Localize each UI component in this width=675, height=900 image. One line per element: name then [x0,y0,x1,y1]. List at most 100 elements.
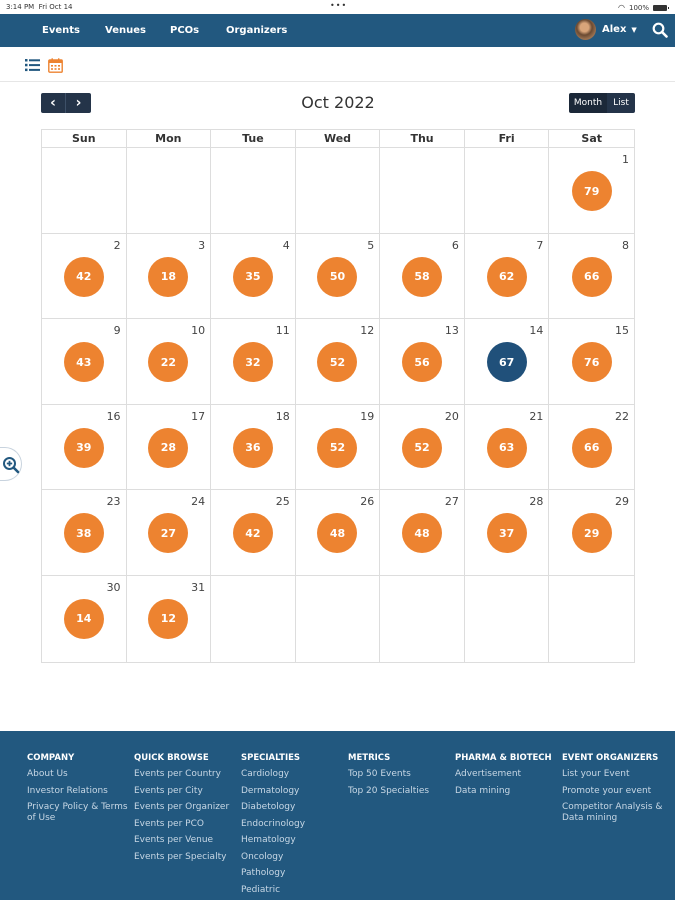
calendar-day-cell[interactable]: 11 32 [211,319,296,404]
user-name[interactable]: Alex [602,24,627,35]
footer-link[interactable]: Dermatology [241,785,300,796]
event-count-badge[interactable]: 42 [63,256,104,297]
nav-venues[interactable]: Venues [105,25,146,36]
event-count-badge[interactable]: 36 [232,427,273,468]
event-count-badge[interactable]: 52 [402,427,443,468]
footer-link[interactable]: Events per Organizer [134,802,230,812]
footer-link[interactable]: Advertisement [455,769,522,779]
event-count-badge[interactable]: 38 [63,513,104,554]
prev-month-button[interactable]: ‹ [41,93,66,113]
list-icon[interactable] [25,58,40,72]
calendar-day-cell[interactable]: 19 52 [296,404,381,490]
list-view-button[interactable]: List [607,93,635,113]
footer-link[interactable]: Privacy Policy & Terms of Use [27,802,128,823]
footer-link[interactable]: Hematology [241,835,296,845]
event-count-badge[interactable]: 52 [317,342,358,383]
calendar-day-cell[interactable]: 3 18 [127,233,212,319]
footer-link[interactable]: Events per Specialty [134,851,227,862]
event-count-badge[interactable]: 79 [571,171,612,211]
calendar-day-cell[interactable]: 26 48 [296,490,381,575]
calendar-day-cell[interactable]: 17 28 [127,404,212,490]
month-view-button[interactable]: Month [569,93,607,113]
calendar-day-cell[interactable]: 10 22 [127,319,212,404]
event-count-badge[interactable]: 32 [232,342,273,383]
user-menu[interactable]: Alex ▼ [575,19,637,40]
footer-link[interactable]: Events per Country [134,769,221,779]
calendar-day-cell[interactable]: 28 37 [465,490,550,575]
calendar-day-cell[interactable]: 15 76 [549,319,634,404]
event-count-badge[interactable]: 52 [317,427,358,468]
footer-link[interactable]: Competitor Analysis & Data mining [562,802,663,823]
event-count-badge[interactable]: 48 [317,513,358,554]
caret-down-icon[interactable]: ▼ [631,25,637,34]
footer-link[interactable]: Diabetology [241,802,296,812]
event-count-badge[interactable]: 42 [232,513,273,554]
today-event-count-badge[interactable]: 67 [486,342,527,383]
footer-link[interactable]: Investor Relations [27,785,108,796]
avatar[interactable] [575,19,596,40]
calendar-icon[interactable] [48,58,63,73]
event-count-badge[interactable]: 43 [63,342,104,383]
multitask-dots[interactable]: ••• [330,1,348,10]
next-month-button[interactable]: › [66,93,91,113]
nav-pcos[interactable]: PCOs [170,25,200,36]
calendar-day-cell[interactable]: 25 42 [211,490,296,575]
calendar-day-cell[interactable]: 8 66 [549,234,634,319]
footer-link[interactable]: Events per Venue [134,835,214,845]
nav-organizers[interactable]: Organizers [226,25,288,36]
zoom-button[interactable] [0,447,22,481]
event-count-badge[interactable]: 22 [148,342,189,383]
calendar-day-cell[interactable]: 6 58 [380,233,465,319]
event-count-badge[interactable]: 76 [571,342,612,383]
calendar-day-cell[interactable]: 13 56 [380,319,465,404]
calendar-day-cell[interactable]: 18 36 [211,404,296,490]
event-count-badge[interactable]: 50 [317,256,358,297]
event-count-badge[interactable]: 58 [402,256,443,297]
calendar-day-cell[interactable]: 20 52 [380,404,465,490]
footer-link[interactable]: Events per PCO [134,818,204,829]
footer-link[interactable]: Cardiology [241,769,290,779]
footer-link[interactable]: Top 20 Specialties [348,785,430,796]
event-count-badge[interactable]: 12 [148,598,189,639]
event-count-badge[interactable]: 35 [232,256,273,297]
calendar-day-cell[interactable]: 2 42 [42,233,127,319]
calendar-day-cell[interactable]: 22 66 [549,405,634,490]
footer-link[interactable]: Top 50 Events [348,769,411,779]
footer-link[interactable]: About Us [27,769,68,779]
footer-link[interactable]: Endocrinology [241,818,306,829]
footer-link[interactable]: Oncology [241,851,284,862]
footer-link[interactable]: Data mining [455,785,511,796]
event-count-badge[interactable]: 66 [571,427,612,468]
event-count-badge[interactable]: 29 [571,513,612,554]
event-count-badge[interactable]: 48 [402,513,443,554]
footer-link[interactable]: Events per City [134,785,203,796]
event-count-badge[interactable]: 56 [402,342,443,383]
calendar-day-cell[interactable]: 7 62 [465,233,550,319]
calendar-day-cell[interactable]: 24 27 [127,490,212,575]
calendar-day-cell[interactable]: 29 29 [549,490,634,575]
event-count-badge[interactable]: 14 [63,598,104,639]
calendar-day-cell[interactable]: 4 35 [211,233,296,319]
footer-link[interactable]: Pathology [241,868,286,878]
footer-link[interactable]: Promote your event [562,785,652,796]
event-count-badge[interactable]: 27 [148,513,189,554]
calendar-day-cell[interactable]: 16 39 [42,404,127,490]
search-icon[interactable] [652,22,668,38]
footer-link[interactable]: Pediatric [241,884,281,895]
event-count-badge[interactable]: 62 [486,256,527,297]
footer-link[interactable]: List your Event [562,769,630,779]
event-count-badge[interactable]: 18 [148,256,189,297]
calendar-day-cell[interactable]: 23 38 [42,490,127,575]
calendar-day-cell[interactable]: 5 50 [296,233,381,319]
event-count-badge[interactable]: 39 [63,427,104,468]
calendar-day-cell[interactable]: 9 43 [42,319,127,404]
event-count-badge[interactable]: 37 [486,513,527,554]
calendar-day-cell[interactable]: 31 12 [127,575,212,662]
nav-events[interactable]: Events [42,25,80,36]
calendar-day-cell[interactable]: 27 48 [380,490,465,575]
event-count-badge[interactable]: 63 [486,427,527,468]
calendar-day-cell[interactable]: 14 67 [465,319,550,404]
event-count-badge[interactable]: 28 [148,427,189,468]
calendar-day-cell[interactable]: 12 52 [296,319,381,404]
event-count-badge[interactable]: 66 [571,256,612,297]
